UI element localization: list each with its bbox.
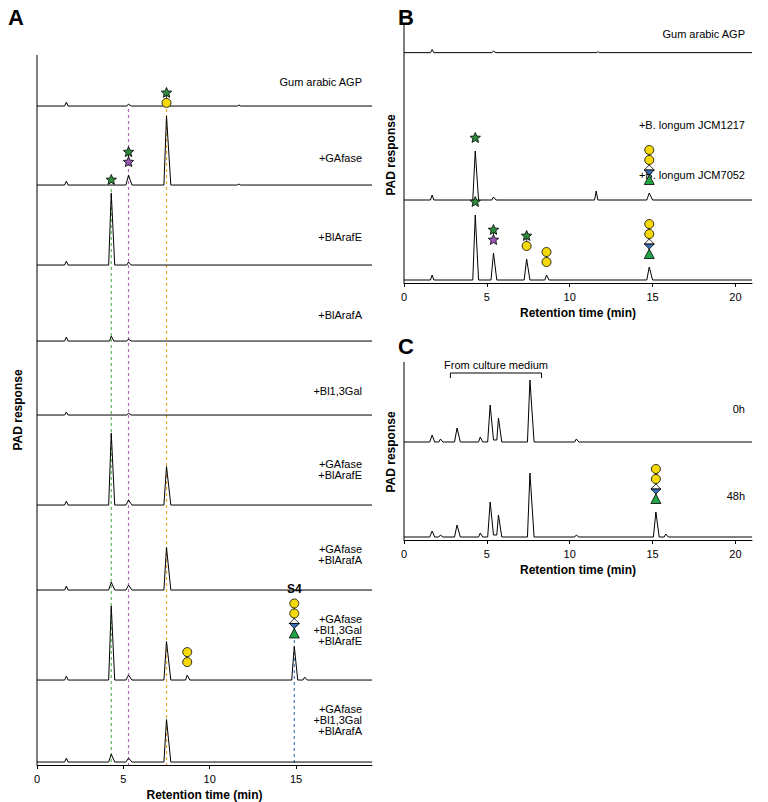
svg-text:+B. longum JCM7052: +B. longum JCM7052 [638,168,745,181]
svg-text:+GAfase: +GAfase [318,612,362,625]
svg-text:Retention time (min): Retention time (min) [520,563,636,577]
svg-text:B: B [398,5,414,30]
svg-text:+GAfase: +GAfase [319,152,362,164]
svg-text:+BlArafA: +BlArafA [318,309,362,321]
svg-text:+GAfase: +GAfase [318,702,362,715]
svg-text:A: A [8,5,24,30]
svg-text:Gum arabic AGP: Gum arabic AGP [279,76,362,88]
svg-text:PAD response: PAD response [11,369,25,450]
svg-text:+BlArafE: +BlArafE [318,469,362,481]
svg-text:+GAfase: +GAfase [318,542,362,555]
svg-text:0: 0 [401,548,407,560]
svg-text:0h: 0h [733,403,745,415]
svg-text:+Bl1,3Gal: +Bl1,3Gal [313,385,362,397]
svg-text:PAD response: PAD response [384,411,398,492]
svg-text:From culture medium: From culture medium [444,359,548,371]
svg-text:15: 15 [290,773,302,785]
svg-text:Retention time (min): Retention time (min) [147,788,263,802]
svg-text:Retention time (min): Retention time (min) [520,306,636,320]
svg-text:48h: 48h [727,490,745,502]
svg-text:10: 10 [564,548,576,560]
svg-text:10: 10 [204,773,216,785]
svg-text:5: 5 [484,291,490,303]
svg-text:5: 5 [484,548,490,560]
svg-text:+B. longum JCM1217: +B. longum JCM1217 [639,119,745,131]
svg-text:+GAfase: +GAfase [318,457,362,470]
svg-text:+BlArafE: +BlArafE [318,231,362,243]
svg-text:10: 10 [564,291,576,303]
svg-text:0: 0 [34,773,40,785]
svg-text:PAD response: PAD response [384,114,398,195]
svg-text:20: 20 [729,548,741,560]
svg-text:S4: S4 [287,582,302,596]
svg-text:5: 5 [120,773,126,785]
svg-text:15: 15 [646,291,658,303]
svg-text:+BlArafA: +BlArafA [318,554,362,566]
svg-text:+BlArafA: +BlArafA [318,725,362,737]
svg-text:+Bl1,3Gal: +Bl1,3Gal [313,713,362,726]
svg-text:Gum arabic AGP: Gum arabic AGP [662,28,745,40]
svg-text:+Bl1,3Gal: +Bl1,3Gal [313,623,362,636]
svg-text:C: C [398,334,414,359]
svg-text:20: 20 [729,291,741,303]
svg-text:0: 0 [401,291,407,303]
svg-text:+BlArafE: +BlArafE [318,635,362,647]
svg-text:15: 15 [646,548,658,560]
